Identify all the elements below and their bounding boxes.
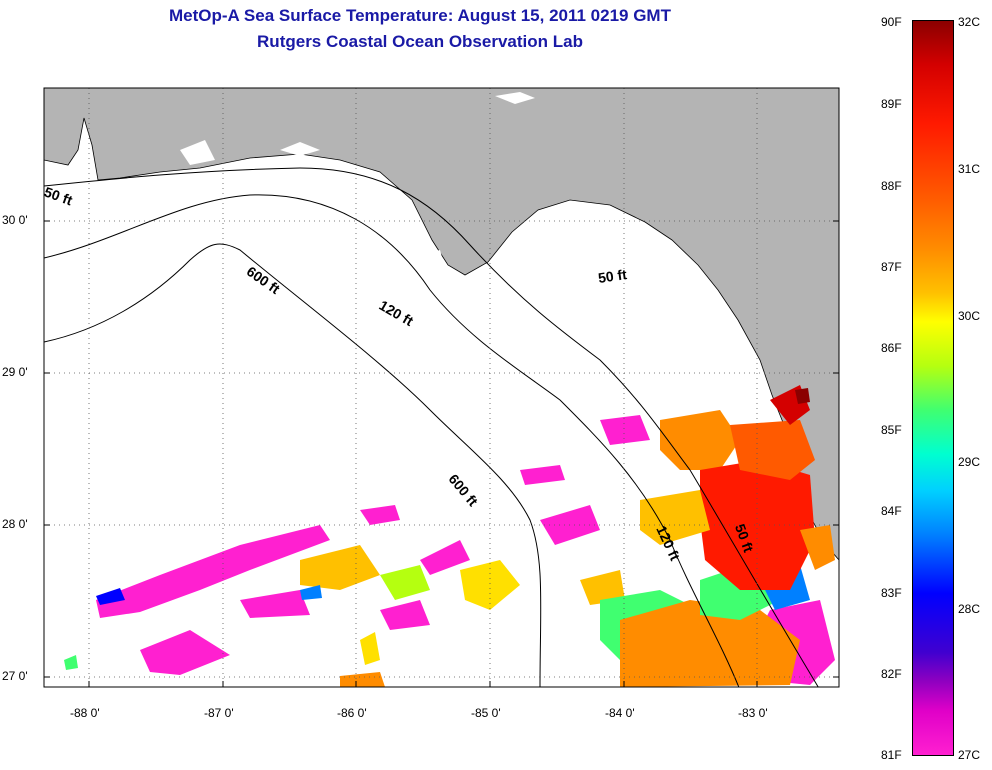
colorbar-label-83f: 83F [881, 586, 902, 600]
colorbar-label-30c: 30C [958, 309, 981, 323]
colorbar-label-85f: 85F [881, 423, 902, 437]
colorbar-label-89f: 89F [881, 97, 902, 111]
lon-label-85: -85 0' [471, 706, 501, 720]
sst-data-patches [64, 385, 835, 687]
colorbar-label-31c: 31C [958, 162, 981, 176]
lat-label-29: 29 0' [2, 365, 28, 379]
lat-label-28: 28 0' [2, 517, 28, 531]
colorbar-label-84f: 84F [881, 504, 902, 518]
lon-label-88: -88 0' [70, 706, 100, 720]
depth-contours [44, 167, 819, 687]
temperature-colorbar [912, 20, 954, 756]
colorbar-label-90f: 90F [881, 15, 902, 29]
map-title: MetOp-A Sea Surface Temperature: August … [169, 6, 671, 25]
map-frame [43, 87, 840, 688]
lon-label-87: -87 0' [204, 706, 234, 720]
lat-label-30: 30 0' [2, 213, 28, 227]
colorbar-label-86f: 86F [881, 341, 902, 355]
colorbar-label-29c: 29C [958, 455, 981, 469]
colorbar-label-88f: 88F [881, 179, 902, 193]
lon-label-83: -83 0' [738, 706, 768, 720]
lon-label-86: -86 0' [337, 706, 367, 720]
lon-label-84: -84 0' [605, 706, 635, 720]
colorbar-label-27c: 27C [958, 748, 981, 762]
lat-label-27: 27 0' [2, 669, 28, 683]
colorbar-label-82f: 82F [881, 667, 902, 681]
colorbar-label-28c: 28C [958, 602, 981, 616]
colorbar-label-87f: 87F [881, 260, 902, 274]
axis-ticks [44, 220, 839, 687]
colorbar-label-32c: 32C [958, 15, 981, 29]
colorbar-label-81f: 81F [881, 748, 902, 762]
map-subtitle: Rutgers Coastal Ocean Observation Lab [257, 32, 583, 51]
